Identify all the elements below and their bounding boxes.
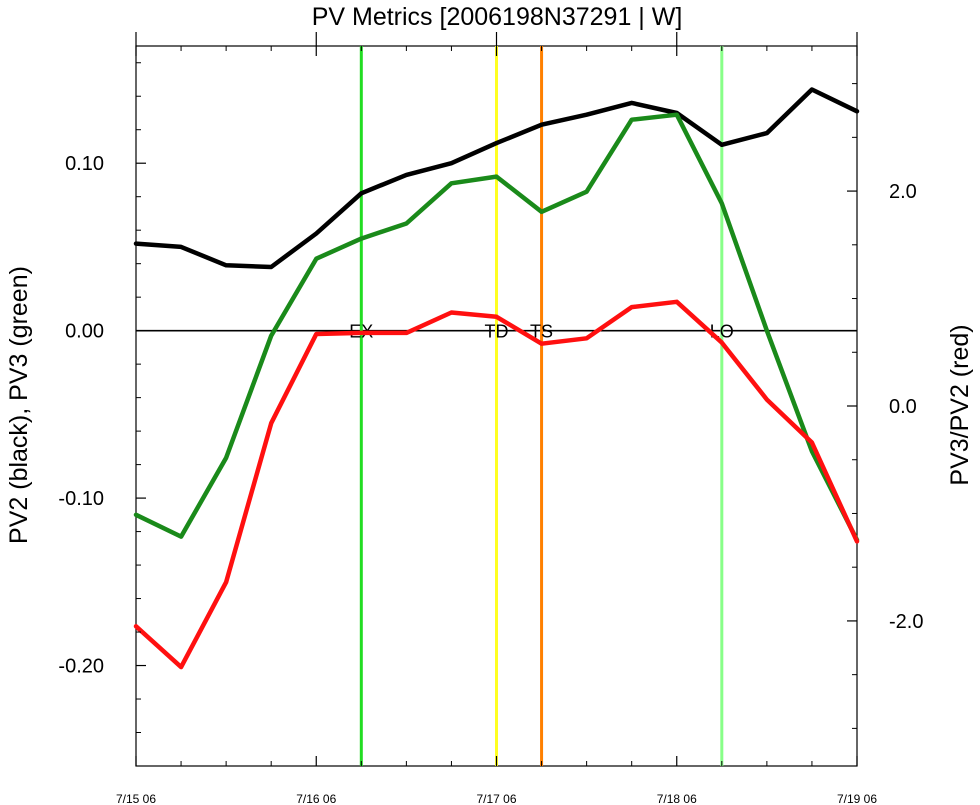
x-tick-label: 7/17 06 bbox=[476, 792, 516, 805]
event-label-td: TD bbox=[485, 322, 509, 342]
right-tick-label: 2.0 bbox=[889, 181, 917, 203]
chart-title: PV Metrics [2006198N37291 | W] bbox=[312, 3, 683, 31]
left-tick-label: -0.20 bbox=[58, 656, 104, 678]
x-tick-label: 7/18 06 bbox=[657, 792, 697, 805]
right-tick-label: 0.0 bbox=[889, 396, 917, 418]
left-tick-label: 0.10 bbox=[65, 153, 104, 175]
x-tick-label: 7/19 06 bbox=[837, 792, 877, 805]
left-tick-label: 0.00 bbox=[65, 321, 104, 343]
event-label-lo: LO bbox=[710, 322, 734, 342]
event-label-ts: TS bbox=[530, 322, 553, 342]
series-line-pv3 bbox=[133, 112, 860, 543]
x-tick-label: 7/15 06 bbox=[116, 792, 156, 805]
tick-group: 0.10 0.00 -0.10 -0.20 2.0 0.0 -2.0 7/15 06 7/16 … bbox=[58, 32, 923, 805]
series-line-pv3-pv2 bbox=[133, 299, 860, 670]
y-axis-title-left: PV2 (black), PV3 (green) bbox=[5, 266, 33, 544]
x-tick-label: 7/16 06 bbox=[296, 792, 336, 805]
left-tick-label: -0.10 bbox=[58, 488, 104, 510]
event-lines-group: EX TD TS LO bbox=[349, 46, 734, 766]
series-group bbox=[133, 87, 860, 670]
right-tick-label: -2.0 bbox=[889, 611, 923, 633]
y-axis-title-right: PV3/PV2 (red) bbox=[946, 324, 974, 485]
series-line-pv2 bbox=[133, 87, 860, 270]
